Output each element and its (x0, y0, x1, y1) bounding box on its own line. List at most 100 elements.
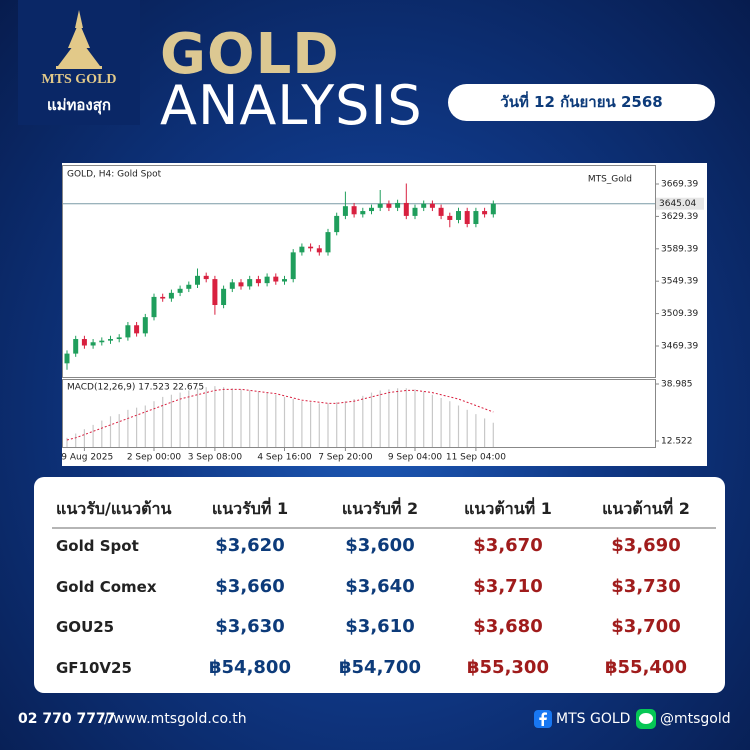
phone: 02 770 7777 (18, 711, 116, 727)
table-cell: $3,730 (611, 575, 681, 597)
y-tick-label: 3469.39 (661, 341, 698, 351)
table-cell: ฿54,800 (209, 656, 291, 678)
candle-body (429, 203, 435, 208)
candle-body (377, 203, 383, 208)
table-cell: ฿55,300 (467, 656, 549, 678)
y-tick-label: 3669.39 (661, 180, 698, 190)
signal-line (66, 388, 494, 441)
candle-body (90, 342, 96, 346)
table-cell: แนวต้านที่ 1 (464, 499, 552, 518)
price-tag (656, 197, 704, 210)
candle-body (134, 325, 140, 334)
candle-body (308, 246, 314, 249)
macd-title: MACD(12,26,9) 17.523 22.675 (67, 383, 204, 393)
candle-body (203, 275, 209, 280)
candle-body (473, 211, 479, 225)
candle-body (290, 252, 296, 280)
logo: MTS GOLD แม่ทองสุก (18, 0, 140, 125)
facebook: MTS GOLD (556, 711, 631, 727)
y-tick-label: 3549.39 (661, 277, 698, 287)
logo-icon (56, 10, 102, 69)
chart-title: GOLD, H4: Gold Spot (67, 170, 162, 180)
candle-body (73, 339, 79, 354)
candle-body (151, 296, 157, 318)
candle-body (160, 296, 166, 299)
title: GOLD (160, 22, 340, 87)
brand: MTS GOLD (41, 72, 117, 87)
candle-body (116, 337, 122, 340)
table-cell: ฿54,700 (339, 656, 421, 678)
y-tick-label: 38.985 (661, 379, 693, 389)
table-cell: $3,700 (611, 616, 681, 637)
x-tick-label: 9 Sep 04:00 (388, 453, 443, 463)
candle-body (282, 279, 287, 282)
table-cell: $3,690 (611, 535, 681, 556)
candle-body (221, 288, 227, 306)
website: / www.mtsgold.co.th (104, 711, 247, 727)
candle-body (264, 276, 270, 284)
x-tick-label: 2 Sep 00:00 (127, 453, 182, 463)
table-cell: $3,630 (215, 616, 285, 637)
table-cell: $3,670 (473, 535, 543, 556)
chart-box: GOLD, H4: Gold Spot MTS_Gold MACD(12,26,… (56, 163, 707, 466)
price-panel (62, 165, 656, 378)
candle-body (490, 203, 496, 215)
table-cell: $3,710 (473, 575, 543, 597)
candle-body (386, 203, 392, 208)
x-tick-label: 4 Sep 16:00 (257, 453, 312, 463)
candle-body (421, 203, 427, 208)
candle-body (247, 279, 253, 287)
brand-thai: แม่ทองสุก (46, 96, 111, 114)
candle-body (334, 215, 340, 233)
table-cell: GOU25 (56, 618, 115, 636)
table-cell: แนวรับที่ 1 (211, 499, 289, 518)
table-cell: $3,620 (215, 535, 285, 556)
candle-body (186, 284, 192, 289)
candle-body (142, 317, 148, 334)
line: @mtsgold (660, 711, 731, 727)
candle-body (229, 282, 235, 289)
line-icon (636, 709, 656, 729)
date-pill: วันที่ 12 กันยายน 2568 (448, 84, 715, 121)
candle-body (464, 211, 470, 225)
price-label: 3645.04 (659, 199, 696, 209)
chart: GOLD, H4: Gold Spot MTS_Gold MACD(12,26,… (56, 165, 704, 463)
candle-body (125, 325, 131, 338)
candle-body (81, 339, 87, 346)
x-tick-label: 7 Sep 20:00 (318, 453, 373, 463)
candle-body (316, 248, 322, 253)
y-tick-label: 12.522 (661, 437, 693, 447)
candle-body (342, 206, 348, 216)
table-cell: ฿55,400 (605, 656, 687, 678)
candle-body (99, 340, 105, 343)
table-cell: แนวรับ/แนวต้าน (56, 499, 172, 518)
candle-body (360, 211, 366, 215)
candle-body (212, 279, 218, 306)
facebook-icon (534, 710, 552, 728)
candle-body (168, 292, 174, 299)
table-cell: $3,610 (345, 616, 415, 637)
candle-body (403, 202, 409, 216)
x-tick-label: 29 Aug 2025 (62, 453, 113, 463)
candle-body (447, 215, 453, 220)
table-cell: GF10V25 (56, 658, 132, 677)
table: แนวรับ/แนวต้าน แนวรับที่ 1 แนวรับที่ 2 แนวต… (34, 477, 725, 693)
x-tick-label: 11 Sep 04:00 (446, 453, 506, 463)
table-cell: Gold Spot (56, 537, 139, 555)
candle-body (482, 211, 488, 215)
candle-body (238, 282, 244, 287)
candle-body (64, 353, 70, 364)
candle-body (456, 211, 461, 220)
y-tick-label: 3509.39 (661, 309, 698, 319)
candle-body (108, 339, 113, 341)
candle-body (177, 288, 183, 293)
candle-body (195, 275, 200, 285)
candle-body (299, 246, 305, 253)
candle-body (351, 206, 357, 215)
candle-body (438, 207, 444, 216)
macd-panel (62, 379, 656, 448)
table-cell: $3,680 (473, 616, 543, 637)
x-tick-label: 3 Sep 08:00 (188, 453, 243, 463)
candle-body (325, 232, 331, 253)
